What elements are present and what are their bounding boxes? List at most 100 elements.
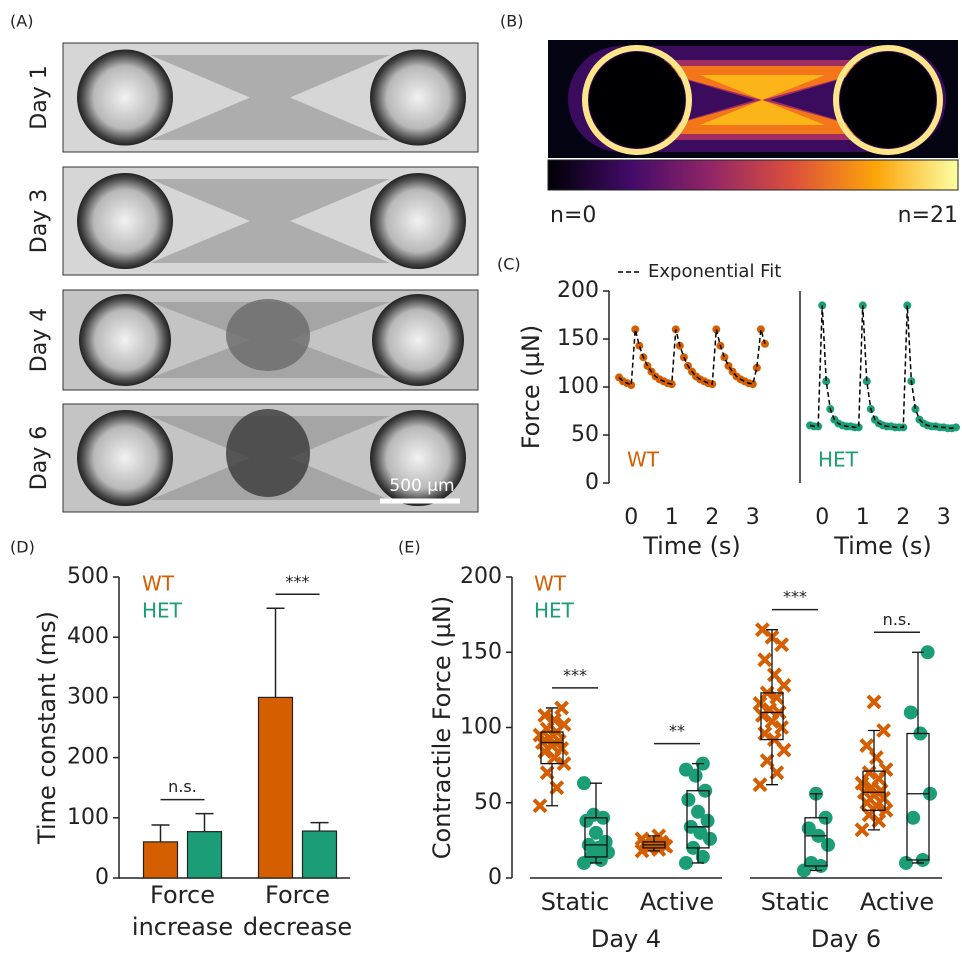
fit-line — [618, 329, 766, 387]
x-tick-label: 3 — [746, 505, 760, 530]
data-point — [903, 705, 918, 720]
data-point — [759, 753, 775, 769]
series-label: WT — [627, 448, 660, 472]
x-tick-label: 3 — [937, 505, 951, 530]
error-bar — [195, 812, 214, 832]
whisker — [810, 865, 822, 872]
day-label: Day 3 — [27, 189, 52, 253]
y-axis-label: Force (µN) — [517, 325, 545, 450]
bar — [186, 831, 223, 879]
data-point — [906, 810, 921, 825]
whisker — [692, 847, 704, 864]
data-point — [920, 645, 935, 660]
x-tick-label: Static — [761, 888, 830, 916]
y-tick-label: 0 — [488, 865, 502, 890]
y-tick-label: 100 — [460, 715, 502, 740]
data-point — [862, 377, 871, 386]
whisker — [648, 835, 660, 842]
data-point — [757, 652, 773, 668]
micrograph — [62, 42, 479, 153]
x-axis-label: Time (s) — [833, 532, 932, 560]
y-tick-label: 100 — [557, 374, 599, 399]
panel-label: (A) — [10, 12, 33, 31]
data-point — [752, 696, 768, 711]
whisker — [546, 707, 558, 733]
whisker — [868, 810, 880, 831]
data-point — [762, 702, 778, 717]
error-bar — [151, 824, 170, 842]
y-tick-label: 500 — [67, 564, 109, 589]
data-point — [878, 802, 894, 818]
data-point — [634, 831, 650, 847]
day-label: Day 1 — [27, 65, 52, 129]
y-tick-label: 200 — [460, 564, 502, 589]
y-tick-label: 200 — [67, 745, 109, 770]
data-point — [871, 813, 887, 829]
micrograph — [62, 166, 479, 276]
data-point — [748, 380, 757, 389]
y-axis-label: Time constant (ms) — [33, 611, 61, 845]
data-point — [776, 677, 792, 693]
bar — [257, 696, 294, 879]
data-point — [554, 700, 570, 716]
tissue-blob — [226, 409, 310, 497]
day-label: Day 4 — [27, 308, 52, 372]
whisker — [590, 782, 602, 818]
y-tick-label: 300 — [67, 684, 109, 709]
data-point — [720, 353, 729, 362]
y-tick-label: 150 — [460, 639, 502, 664]
whisker — [766, 629, 778, 693]
data-point — [577, 776, 591, 791]
data-point — [774, 720, 790, 735]
data-point — [903, 301, 912, 310]
panel-label: (B) — [500, 12, 523, 31]
bead — [77, 49, 173, 146]
data-point — [854, 423, 863, 432]
box — [804, 817, 828, 867]
data-point — [878, 762, 894, 778]
data-point — [754, 622, 770, 638]
data-point — [681, 792, 696, 807]
data-point — [679, 762, 693, 777]
data-point — [589, 825, 603, 840]
bead — [370, 49, 466, 146]
bar — [142, 841, 179, 879]
box — [540, 731, 564, 765]
data-point — [631, 325, 640, 334]
y-tick-label: 50 — [474, 790, 502, 815]
colorbar-label: n=21 — [898, 203, 958, 228]
fit-line — [809, 305, 957, 430]
data-point — [854, 822, 870, 838]
scale-bar-label: 500 µm — [389, 476, 454, 496]
heatmap — [547, 40, 959, 191]
bead — [372, 294, 464, 386]
data-point — [627, 381, 636, 390]
significance-label: *** — [286, 572, 310, 591]
y-tick-label: 0 — [95, 865, 109, 890]
x-tick-label: Force — [150, 881, 215, 909]
data-point — [752, 363, 761, 372]
legend-label: HET — [534, 599, 575, 623]
significance-label: *** — [783, 587, 807, 606]
data-point — [695, 849, 710, 864]
box — [760, 692, 784, 741]
x-tick-label: Active — [640, 888, 714, 916]
whisker — [868, 729, 880, 772]
whisker — [912, 651, 924, 734]
tissue — [150, 179, 390, 263]
panel-label: (D) — [10, 538, 35, 557]
bead — [370, 173, 466, 269]
box — [906, 732, 930, 861]
bead — [77, 410, 173, 506]
whisker — [546, 763, 558, 807]
significance-label: ** — [669, 721, 685, 740]
tissue — [150, 55, 390, 140]
data-point — [549, 780, 565, 796]
box — [584, 817, 608, 858]
tissue-blob — [226, 299, 310, 371]
data-point — [766, 667, 782, 683]
y-tick-label: 0 — [585, 470, 599, 495]
x-tick-label: 2 — [705, 505, 719, 530]
y-tick-label: 50 — [571, 422, 599, 447]
